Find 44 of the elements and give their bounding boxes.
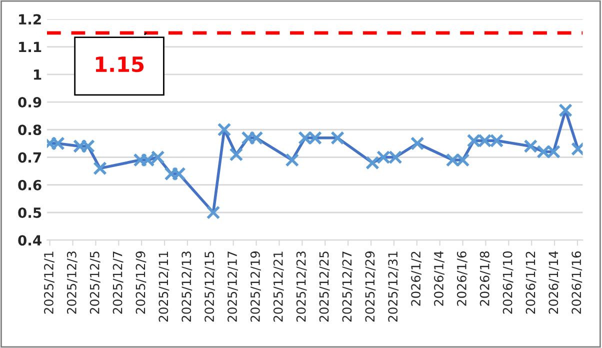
x-tick-label: 2025/12/27 — [342, 252, 353, 322]
point — [330, 130, 344, 145]
ref-line-label: 1.15 — [96, 56, 144, 72]
x-tick-label: 2025/12/25 — [319, 252, 330, 322]
x-tick-label: 2026/1/8 — [480, 251, 490, 306]
y-tick-label: 0.8 — [18, 124, 42, 136]
y-tick-label: 1.2 — [19, 14, 41, 24]
y-tick-label: 1.1 — [19, 42, 42, 52]
x-tick-label: 2025/12/11 — [158, 252, 170, 322]
x-tick-label: 2025/12/13 — [182, 252, 192, 322]
x-tick-label: 2026/1/2 — [411, 252, 422, 306]
x-tick-label: 2025/12/29 — [365, 251, 376, 322]
x-tick-label: 2025/12/3 — [66, 252, 78, 314]
x-tick-label: 2025/12/31 — [388, 252, 399, 322]
x-tick-label: 2025/12/5 — [90, 252, 100, 314]
x-tick-label: 2025/12/7 — [112, 252, 124, 314]
point — [365, 156, 380, 170]
x-tick-label: 2025/12/19 — [250, 251, 261, 322]
x-tick-label: 2025/12/23 — [296, 252, 307, 322]
point — [524, 139, 538, 154]
x-tick-label: 2025/12/9 — [136, 251, 146, 314]
y-tick-label: 0.7 — [18, 152, 41, 163]
point — [217, 122, 232, 137]
point — [206, 206, 220, 220]
point — [93, 161, 107, 176]
point — [229, 148, 244, 162]
x-tick-label: 2026/1/12 — [526, 252, 536, 314]
x-tick-label: 2026/1/16 — [572, 251, 582, 314]
y-tick-label: 0.5 — [18, 207, 42, 218]
y-tick-label: 0.9 — [18, 96, 42, 108]
point — [558, 103, 572, 118]
y-tick-label: 0.6 — [18, 180, 42, 190]
x-tick-label: 2025/12/21 — [273, 252, 284, 322]
y-tick-label: 0.4 — [18, 235, 42, 246]
x-tick-label: 2026/1/4 — [434, 251, 444, 306]
point — [410, 136, 424, 150]
x-tick-label: 2025/12/1 — [44, 252, 54, 314]
y-tick-label: 1 — [34, 70, 42, 80]
x-tick-label: 2026/1/6 — [456, 251, 468, 306]
x-tick-label: 2025/12/15 — [204, 252, 216, 322]
point — [285, 153, 300, 167]
x-tick-label: 2026/1/10 — [502, 251, 514, 314]
x-tick-label: 2026/1/14 — [548, 251, 560, 314]
x-tick-label: 2025/12/17 — [228, 252, 238, 322]
